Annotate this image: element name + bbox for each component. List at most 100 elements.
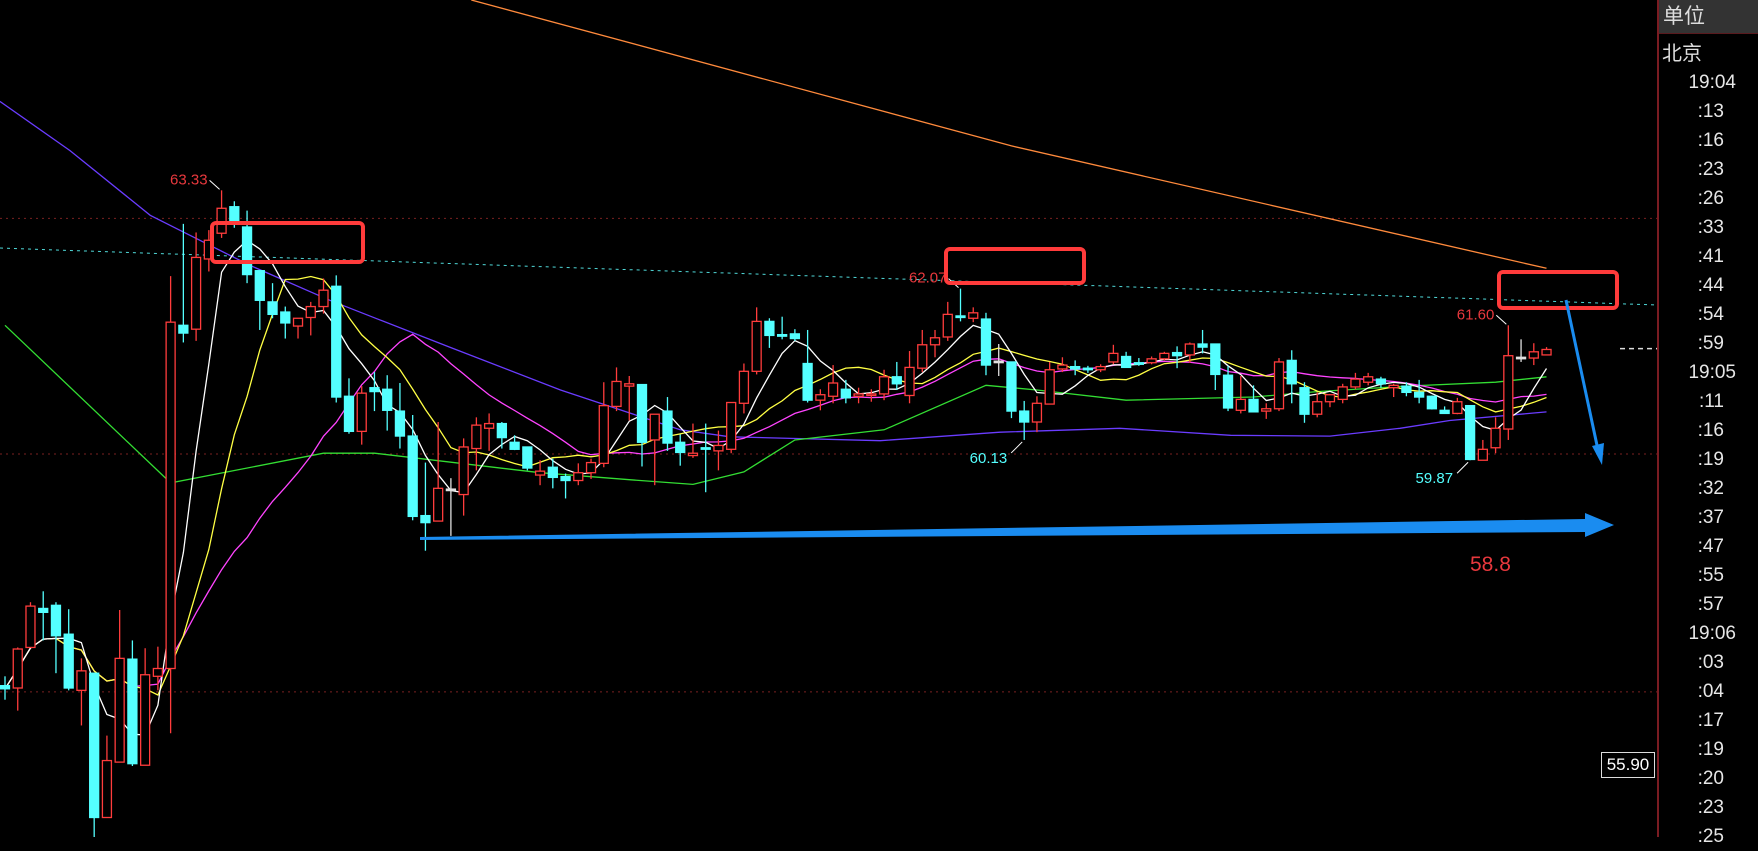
candle-body [700,447,711,450]
candle-body [241,226,253,276]
candle [1350,372,1361,390]
time-row: :19 [1697,449,1724,470]
candle-body [713,444,724,452]
candle-body [980,318,992,366]
time-row: :03 [1697,652,1724,673]
candle-body [471,424,482,450]
candle [267,283,278,319]
candle [382,375,393,431]
candle-body [280,311,291,324]
candle [1248,385,1259,413]
orange-ma-line [471,0,1547,269]
candle-body [1133,362,1145,365]
candle [25,602,36,649]
candle-body [139,674,151,766]
candle-body [152,667,164,677]
candle [1286,350,1297,404]
time-row: :57 [1697,594,1724,615]
candle-body [1146,358,1157,364]
low-price-label: 60.13 [970,450,1008,467]
candle-body [38,607,49,613]
candle-body [458,446,469,496]
candle-body [955,315,966,319]
candle-body [394,410,406,437]
candle [955,288,966,322]
candle [178,223,189,343]
candle [1375,376,1387,388]
candle [127,640,138,767]
candle [1299,382,1310,423]
candle [63,609,74,691]
candle [1222,365,1234,412]
candle [1273,358,1285,412]
time-row: :04 [1697,681,1724,702]
candle-body [1363,376,1374,383]
candle-body [0,685,11,690]
candle-body [1120,355,1132,369]
candle [1439,406,1450,415]
candlestick-chart[interactable]: 63.33 62.07 61.60 60.13 59.87 58.8 [0,0,1657,837]
annotation-box-2 [944,247,1086,285]
candle [1108,344,1119,365]
time-row: :44 [1697,275,1724,296]
candle-body [649,413,660,441]
time-row: :19 [1697,739,1724,760]
high-price-label: 62.07 [909,270,947,287]
candle [1464,404,1476,461]
candle-body [1541,348,1552,356]
candle-body [776,333,788,337]
candle-body [815,394,826,401]
candle [776,316,788,340]
candle-body [12,648,23,689]
candle-body [624,383,635,387]
candle [891,361,902,391]
candle-body [1439,409,1450,415]
candle-body [929,337,941,346]
time-row: :47 [1697,536,1724,557]
time-row: :59 [1697,333,1724,354]
candle-body [726,401,737,450]
target-price-label: 58.8 [1470,553,1511,576]
candle-body [522,446,533,469]
candle [560,473,571,499]
candle-body [1464,404,1476,461]
candle [700,423,711,493]
candle-body [292,317,304,327]
candle-body [216,207,227,234]
candle [1070,360,1081,376]
candle [445,478,457,536]
candle [585,458,597,479]
candle-body [433,487,444,522]
candle-body [1299,387,1310,415]
candle [1031,396,1043,433]
purple-ma-line [0,100,1547,442]
annotations: 58.8 [210,221,1619,576]
candle [1044,361,1055,405]
candle-body [1044,369,1055,405]
candle-body [509,441,520,450]
candle [152,646,164,691]
candle [929,329,941,358]
candle-body [1095,365,1106,371]
candle [687,423,699,458]
candle-body [1515,356,1527,360]
time-row: :32 [1697,478,1724,499]
candle [942,301,953,341]
time-list[interactable]: 19:04:13:16:23:26:33:41:44:54:59 19:05:11… [1659,68,1758,851]
candle-body [1210,343,1221,376]
candle-body [866,393,877,397]
down-arrow-shaft [1564,299,1600,451]
candle [598,382,609,468]
high-price-label: 63.33 [170,171,208,188]
label-pointer-arrow [1495,314,1507,325]
candle-body [636,383,648,443]
candle [522,446,533,471]
time-row: :37 [1697,507,1724,528]
candle [1388,383,1399,398]
candle-body [382,388,393,411]
candle-body [165,321,176,670]
time-row: :16 [1697,130,1724,151]
candle [866,389,877,402]
candle-body [738,370,750,404]
candle-body [1108,352,1119,363]
